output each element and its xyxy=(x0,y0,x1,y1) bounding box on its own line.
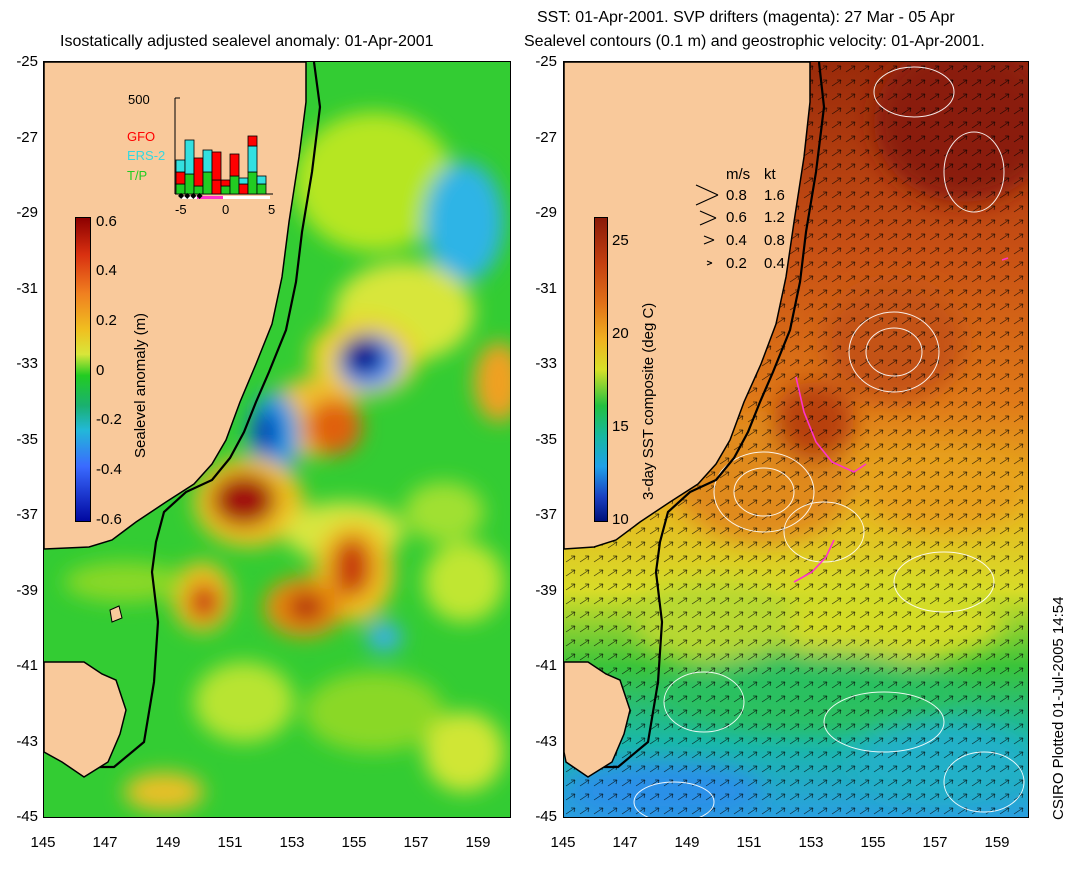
left-lon-tick: 153 xyxy=(279,834,305,851)
right-lat-tick: -41 xyxy=(535,657,557,674)
mainland-landmass-sst xyxy=(564,62,811,550)
right-panel-title-line1: SST: 01-Apr-2001. SVP drifters (magenta)… xyxy=(537,9,955,26)
sst-field xyxy=(564,62,1028,817)
left-lat-tick: -31 xyxy=(16,280,38,297)
right-lat-tick: -29 xyxy=(535,204,557,221)
right-lat-tick: -25 xyxy=(535,53,557,70)
sealevel-anomaly-field xyxy=(44,62,510,817)
sealevel-cbar-tick: 0.6 xyxy=(96,213,117,230)
left-lat-tick: -35 xyxy=(16,431,38,448)
speed-legend-ms: 0.2 xyxy=(726,255,747,272)
sst-cbar-label: 3-day SST composite (deg C) xyxy=(640,302,657,500)
histogram-bars: ◆◆◆◆ xyxy=(174,97,273,200)
sst-cbar-tick: 10 xyxy=(612,511,629,528)
left-lon-tick: 155 xyxy=(341,834,367,851)
right-lon-tick: 159 xyxy=(984,834,1010,851)
histogram-ymax: 500 xyxy=(128,92,150,107)
sst-cbar-tick: 15 xyxy=(612,418,629,435)
histogram-xtick: 5 xyxy=(268,202,276,217)
speed-legend-ms: 0.8 xyxy=(726,187,747,204)
speed-legend-kt: 0.4 xyxy=(764,255,785,272)
histogram-xtick: -5 xyxy=(175,202,187,217)
sst-colorbar xyxy=(594,217,608,522)
right-lon-tick: 153 xyxy=(798,834,824,851)
right-lat-tick: -33 xyxy=(535,355,557,372)
left-lat-tick: -25 xyxy=(16,53,38,70)
left-lat-tick: -33 xyxy=(16,355,38,372)
left-lat-tick: -27 xyxy=(16,129,38,146)
sst-map xyxy=(563,61,1029,818)
left-lat-tick: -39 xyxy=(16,582,38,599)
speed-legend-ms: 0.6 xyxy=(726,209,747,226)
left-lat-tick: -37 xyxy=(16,506,38,523)
speed-legend-arrows xyxy=(695,184,719,266)
right-lon-tick: 151 xyxy=(736,834,762,851)
speed-legend-header-ms: m/s xyxy=(726,166,751,183)
right-lon-tick: 155 xyxy=(860,834,886,851)
plot-credit: CSIRO Plotted 01-Jul-2005 14:54 xyxy=(1050,596,1067,820)
left-lat-tick: -29 xyxy=(16,204,38,221)
sealevel-cbar-tick: -0.6 xyxy=(96,511,122,528)
right-lon-tick: 149 xyxy=(674,834,700,851)
satellite-histogram: 500 GFO ERS-2 T/P ◆◆◆◆ -5 0 5 xyxy=(125,92,285,217)
legend-tp: T/P xyxy=(127,168,148,183)
left-lat-tick: -43 xyxy=(16,733,38,750)
tasmania-landmass xyxy=(44,661,127,778)
right-lat-tick: -45 xyxy=(535,808,557,825)
speed-legend-kt: 1.2 xyxy=(764,209,785,226)
sst-cbar-tick: 20 xyxy=(612,325,629,342)
speed-legend-ms: 0.4 xyxy=(726,232,747,249)
right-lon-tick: 145 xyxy=(550,834,576,851)
left-lat-tick: -41 xyxy=(16,657,38,674)
sealevel-cbar-tick: -0.4 xyxy=(96,461,122,478)
right-lat-tick: -37 xyxy=(535,506,557,523)
right-lon-tick: 147 xyxy=(612,834,638,851)
right-lon-tick: 157 xyxy=(922,834,948,851)
left-lat-tick: -45 xyxy=(16,808,38,825)
right-lat-tick: -27 xyxy=(535,129,557,146)
sealevel-cbar-tick: -0.2 xyxy=(96,411,122,428)
sealevel-anomaly-map xyxy=(43,61,511,818)
right-panel-title-line2: Sealevel contours (0.1 m) and geostrophi… xyxy=(524,33,985,50)
histogram-xtick: 0 xyxy=(222,202,230,217)
right-lat-tick: -35 xyxy=(535,431,557,448)
speed-legend-kt: 0.8 xyxy=(764,232,785,249)
sealevel-cbar-tick: 0.2 xyxy=(96,312,117,329)
left-lon-tick: 151 xyxy=(217,834,243,851)
left-panel-title: Isostatically adjusted sealevel anomaly:… xyxy=(60,33,434,50)
speed-legend-header-kt: kt xyxy=(764,166,776,183)
tasmania-landmass-sst xyxy=(564,661,631,778)
left-lon-tick: 149 xyxy=(155,834,181,851)
right-lat-tick: -31 xyxy=(535,280,557,297)
sealevel-cbar-label: Sealevel anomaly (m) xyxy=(132,312,149,458)
left-lon-tick: 147 xyxy=(92,834,118,851)
legend-gfo: GFO xyxy=(127,129,156,144)
sst-cbar-tick: 25 xyxy=(612,232,629,249)
sealevel-cbar-tick: 0.4 xyxy=(96,262,117,279)
right-lat-tick: -39 xyxy=(535,582,557,599)
svg-text:◆◆◆◆: ◆◆◆◆ xyxy=(178,191,203,200)
left-lon-tick: 159 xyxy=(465,834,491,851)
legend-ers2: ERS-2 xyxy=(127,148,166,163)
sealevel-colorbar xyxy=(75,217,91,522)
sealevel-cbar-tick: 0 xyxy=(96,362,105,379)
left-lon-tick: 145 xyxy=(30,834,56,851)
left-lon-tick: 157 xyxy=(403,834,429,851)
speed-legend-kt: 1.6 xyxy=(764,187,785,204)
right-lat-tick: -43 xyxy=(535,733,557,750)
